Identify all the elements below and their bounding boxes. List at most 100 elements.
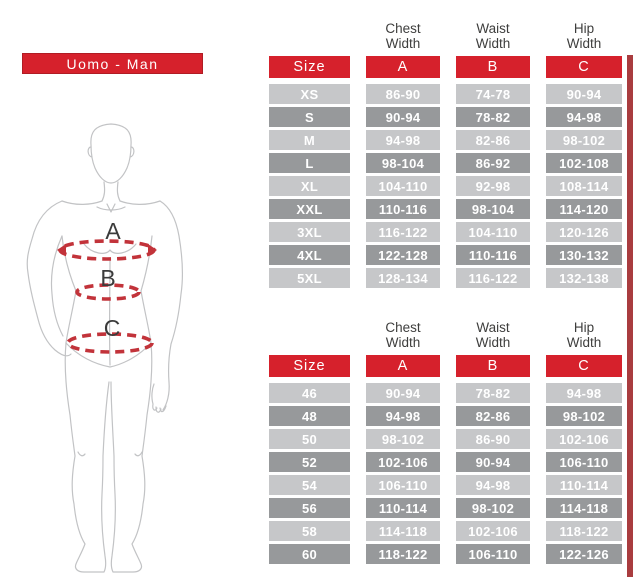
waist-cell: 92-98: [456, 176, 530, 196]
hip-cell: 114-120: [546, 199, 622, 219]
waist-cell: 94-98: [456, 475, 530, 495]
waist-cell: 98-102: [456, 498, 530, 518]
table-row: 58 114-118 102-106 118-122: [269, 521, 622, 541]
waist-cell: 78-82: [456, 107, 530, 127]
hip-cell: 102-108: [546, 153, 622, 173]
waist-cell: 86-90: [456, 429, 530, 449]
chest-arrow-right: [148, 244, 157, 256]
hip-cell: 94-98: [546, 107, 622, 127]
waist-cell: 82-86: [456, 130, 530, 150]
measure-headers: Chest Width Waist Width Hip Width: [269, 17, 622, 51]
gender-banner: Uomo - Man: [22, 53, 203, 74]
size-cell: XS: [269, 84, 350, 104]
gender-banner-label: Uomo - Man: [66, 55, 159, 72]
table-header-row: Size A B C: [269, 355, 622, 377]
table-row: XXL 110-116 98-104 114-120: [269, 199, 622, 219]
size-cell: 60: [269, 544, 350, 564]
chest-cell: 122-128: [366, 245, 440, 265]
size-table-letter-sizes: Chest Width Waist Width Hip Width Size A…: [269, 17, 622, 291]
column-c-header: C: [546, 56, 622, 78]
size-cell: XL: [269, 176, 350, 196]
size-cell: 58: [269, 521, 350, 541]
table-row: M 94-98 82-86 98-102: [269, 130, 622, 150]
chest-width-header: Chest Width: [385, 319, 421, 350]
hip-cell: 102-106: [546, 429, 622, 449]
size-cell: S: [269, 107, 350, 127]
waist-width-header: Waist Width: [475, 319, 511, 350]
hip-cell: 114-118: [546, 498, 622, 518]
column-b-header: B: [456, 355, 530, 377]
waist-cell: 74-78: [456, 84, 530, 104]
column-a-header: A: [366, 56, 440, 78]
waist-girth-ellipse: [75, 283, 141, 301]
hip-cell: 130-132: [546, 245, 622, 265]
chest-cell: 86-90: [366, 84, 440, 104]
size-cell: M: [269, 130, 350, 150]
chest-width-header: Chest Width: [385, 20, 421, 51]
waist-cell: 86-92: [456, 153, 530, 173]
size-cell: 50: [269, 429, 350, 449]
chest-cell: 94-98: [366, 130, 440, 150]
table-row: 56 110-114 98-102 114-118: [269, 498, 622, 518]
size-column-header: Size: [269, 355, 350, 377]
table-row: 54 106-110 94-98 110-114: [269, 475, 622, 495]
size-column-header: Size: [269, 56, 350, 78]
figure-head: [90, 123, 132, 184]
table-header-row: Size A B C: [269, 56, 622, 78]
hip-cell: 132-138: [546, 268, 622, 288]
chest-letter-label: A: [105, 218, 121, 244]
size-cell: 3XL: [269, 222, 350, 242]
waist-cell: 102-106: [456, 521, 530, 541]
size-cell: 5XL: [269, 268, 350, 288]
table-rows: XS 86-90 74-78 90-94 S 90-94 78-82 94-98…: [269, 84, 622, 288]
hip-cell: 108-114: [546, 176, 622, 196]
waist-cell: 98-104: [456, 199, 530, 219]
table-row: 3XL 116-122 104-110 120-126: [269, 222, 622, 242]
waist-cell: 110-116: [456, 245, 530, 265]
chest-cell: 128-134: [366, 268, 440, 288]
hip-width-header: Hip Width: [566, 319, 602, 350]
size-cell: 52: [269, 452, 350, 472]
table-row: 46 90-94 78-82 94-98: [269, 383, 622, 403]
waist-letter-label: B: [100, 265, 115, 291]
chest-cell: 116-122: [366, 222, 440, 242]
waist-cell: 78-82: [456, 383, 530, 403]
chest-cell: 110-116: [366, 199, 440, 219]
chest-arrow-left: [57, 244, 66, 256]
chest-cell: 104-110: [366, 176, 440, 196]
chest-cell: 90-94: [366, 107, 440, 127]
waist-cell: 106-110: [456, 544, 530, 564]
hip-cell: 122-126: [546, 544, 622, 564]
hip-width-header: Hip Width: [566, 20, 602, 51]
chest-cell: 118-122: [366, 544, 440, 564]
table-row: 5XL 128-134 116-122 132-138: [269, 268, 622, 288]
chest-cell: 110-114: [366, 498, 440, 518]
hip-cell: 106-110: [546, 452, 622, 472]
chest-cell: 114-118: [366, 521, 440, 541]
chest-cell: 90-94: [366, 383, 440, 403]
waist-cell: 104-110: [456, 222, 530, 242]
chest-cell: 98-102: [366, 429, 440, 449]
chest-cell: 98-104: [366, 153, 440, 173]
table-row: 50 98-102 86-90 102-106: [269, 429, 622, 449]
size-cell: L: [269, 153, 350, 173]
table-row: 48 94-98 82-86 98-102: [269, 406, 622, 426]
hip-letter-label: C: [104, 315, 121, 341]
size-cell: 56: [269, 498, 350, 518]
chest-cell: 94-98: [366, 406, 440, 426]
body-measurement-diagram: A B C: [26, 123, 184, 573]
chest-cell: 106-110: [366, 475, 440, 495]
waist-width-header: Waist Width: [475, 20, 511, 51]
table-row: XL 104-110 92-98 108-114: [269, 176, 622, 196]
size-cell: 46: [269, 383, 350, 403]
accent-bar: [627, 55, 633, 577]
size-cell: 4XL: [269, 245, 350, 265]
column-b-header: B: [456, 56, 530, 78]
hip-cell: 90-94: [546, 84, 622, 104]
size-table-numeric-sizes: Chest Width Waist Width Hip Width Size A…: [269, 316, 622, 567]
hip-cell: 120-126: [546, 222, 622, 242]
hip-cell: 94-98: [546, 383, 622, 403]
table-row: 60 118-122 106-110 122-126: [269, 544, 622, 564]
size-cell: XXL: [269, 199, 350, 219]
hip-cell: 98-102: [546, 130, 622, 150]
